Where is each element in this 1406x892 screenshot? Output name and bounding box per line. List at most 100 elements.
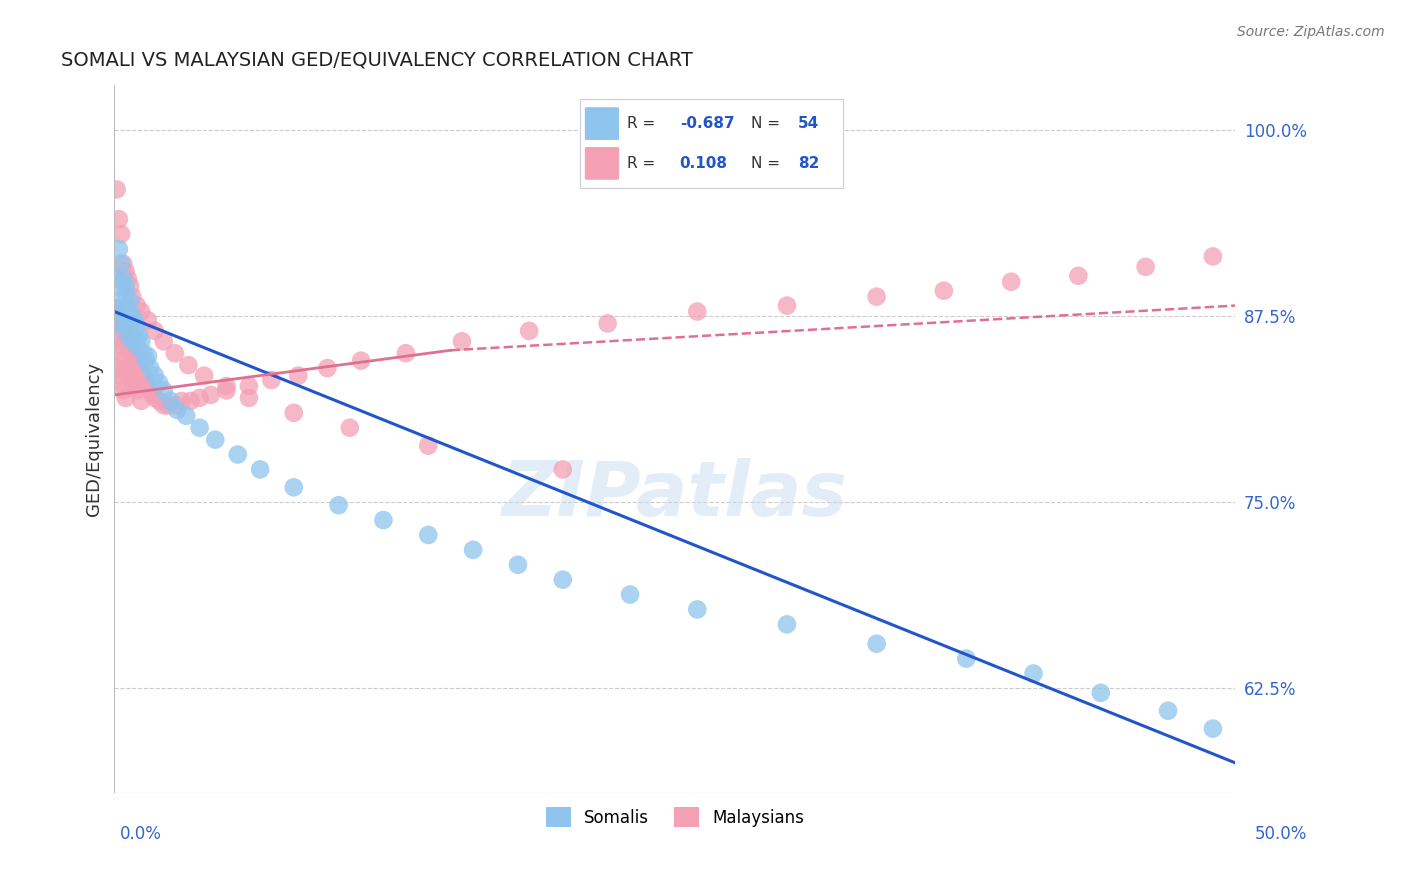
Point <box>339 421 361 435</box>
Point <box>108 279 131 293</box>
Point <box>955 651 977 665</box>
Point <box>157 398 180 412</box>
Point <box>120 368 142 383</box>
Point <box>188 421 211 435</box>
Point <box>1135 260 1157 274</box>
Point <box>108 212 131 227</box>
Point <box>125 384 148 398</box>
Point <box>418 528 440 542</box>
Point <box>105 301 128 316</box>
Point <box>114 361 136 376</box>
Point <box>114 391 136 405</box>
Point <box>128 328 150 343</box>
Point <box>128 358 150 372</box>
Point <box>108 242 131 256</box>
Point <box>139 384 162 398</box>
Point <box>776 617 799 632</box>
Point <box>124 379 146 393</box>
Point <box>260 373 283 387</box>
Point <box>287 368 309 383</box>
Point <box>112 257 135 271</box>
Point <box>1022 666 1045 681</box>
Point <box>114 264 136 278</box>
Point <box>1090 686 1112 700</box>
Point <box>159 393 181 408</box>
Point <box>120 294 142 309</box>
Point <box>517 324 540 338</box>
Point <box>551 573 574 587</box>
Point <box>238 391 260 405</box>
Point <box>124 331 146 345</box>
Point <box>215 384 238 398</box>
Point <box>395 346 418 360</box>
Point <box>1202 249 1225 263</box>
Point <box>125 319 148 334</box>
Point <box>148 376 170 390</box>
Text: SOMALI VS MALAYSIAN GED/EQUIVALENCY CORRELATION CHART: SOMALI VS MALAYSIAN GED/EQUIVALENCY CORR… <box>60 51 693 70</box>
Point <box>163 346 186 360</box>
Point <box>114 279 136 293</box>
Point <box>105 182 128 196</box>
Point <box>132 368 155 383</box>
Point <box>686 602 709 616</box>
Point <box>204 433 226 447</box>
Point <box>180 393 202 408</box>
Point <box>152 334 174 349</box>
Point <box>112 384 135 398</box>
Point <box>418 439 440 453</box>
Point <box>108 339 131 353</box>
Point <box>170 393 193 408</box>
Point <box>112 324 135 338</box>
Point <box>461 542 484 557</box>
Point <box>121 290 143 304</box>
Point <box>108 368 131 383</box>
Point <box>177 358 200 372</box>
Point <box>249 462 271 476</box>
Point <box>110 294 132 309</box>
Point <box>686 304 709 318</box>
Point <box>166 402 188 417</box>
Point <box>238 379 260 393</box>
Point <box>328 498 350 512</box>
Point <box>105 272 128 286</box>
Point <box>283 406 305 420</box>
Point <box>136 349 159 363</box>
Point <box>139 361 162 376</box>
Point <box>114 286 136 301</box>
Point <box>112 353 135 368</box>
Text: 50.0%: 50.0% <box>1256 825 1308 843</box>
Point <box>131 304 153 318</box>
Text: ZIPatlas: ZIPatlas <box>502 458 848 533</box>
Point <box>121 376 143 390</box>
Point <box>110 346 132 360</box>
Point <box>105 331 128 345</box>
Point <box>143 368 166 383</box>
Point <box>121 334 143 349</box>
Point <box>143 391 166 405</box>
Point <box>125 353 148 368</box>
Point <box>114 319 136 334</box>
Point <box>215 379 238 393</box>
Point <box>1202 722 1225 736</box>
Point <box>131 334 153 349</box>
Point <box>112 272 135 286</box>
Point <box>350 353 373 368</box>
Point <box>105 361 128 376</box>
Point <box>131 393 153 408</box>
Point <box>152 398 174 412</box>
Point <box>110 317 132 331</box>
Point <box>117 328 139 343</box>
Point <box>121 346 143 360</box>
Point <box>120 317 142 331</box>
Point <box>200 388 222 402</box>
Point <box>1067 268 1090 283</box>
Point <box>932 284 955 298</box>
Point <box>596 317 619 331</box>
Point <box>283 480 305 494</box>
Point <box>131 364 153 378</box>
Point <box>108 317 131 331</box>
Point <box>120 339 142 353</box>
Point <box>125 339 148 353</box>
Point <box>117 334 139 349</box>
Y-axis label: GED/Equivalency: GED/Equivalency <box>86 362 103 516</box>
